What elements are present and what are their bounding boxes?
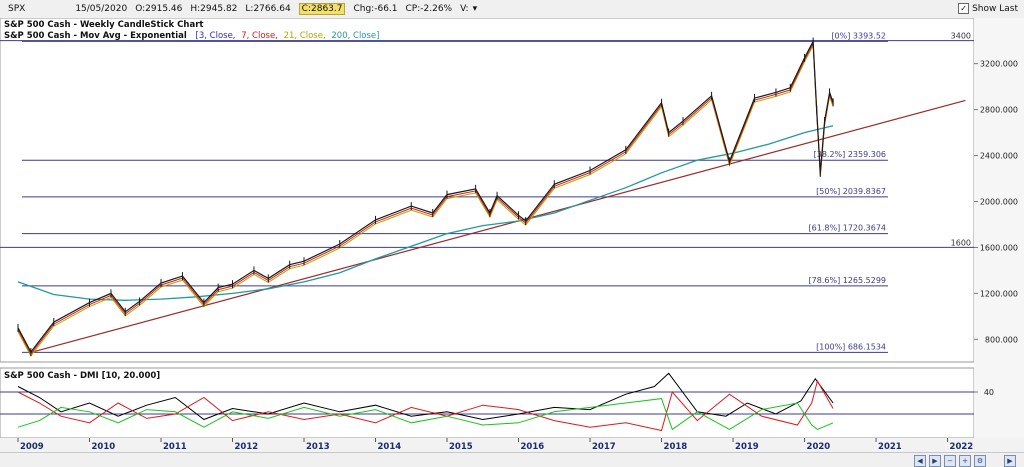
x-tick-label: 2012 xyxy=(235,442,259,452)
symbol-label: SPX xyxy=(8,4,26,14)
x-tick-label: 2020 xyxy=(807,442,831,452)
x-axis-area xyxy=(0,438,1024,452)
fib-label: [50%] 2039.8367 xyxy=(816,187,886,196)
fib-label: [78.6%] 1265.5299 xyxy=(809,276,886,285)
legend-title: S&P 500 Cash - Weekly CandleStick Chart xyxy=(4,20,203,30)
dmi-y-tick-label: 40 xyxy=(984,388,994,397)
x-tick-label: 2022 xyxy=(950,442,974,452)
y-tick-label: 800.000 xyxy=(985,335,1018,344)
x-tick-label: 2014 xyxy=(378,442,402,452)
fib-label: [100%] 686.1534 xyxy=(816,342,886,351)
low-value: L:2766.64 xyxy=(245,4,291,14)
series-ema21 xyxy=(17,43,834,357)
legend-ma7: 7, Close, xyxy=(241,31,278,41)
level-label: 1600 xyxy=(951,238,971,247)
scroll-end-icon[interactable]: ▶ xyxy=(1004,455,1016,467)
legend-ma200: 200, Close] xyxy=(331,31,379,41)
price-panel xyxy=(0,18,975,363)
y-tick-label: 2800.000 xyxy=(980,106,1018,115)
close-value: C:2863.7 xyxy=(298,3,346,15)
trendline xyxy=(30,99,966,353)
series-ema7 xyxy=(17,41,834,355)
open-value: O:2915.46 xyxy=(135,4,183,14)
y-tick-label: 2400.000 xyxy=(980,152,1018,161)
chart-canvas[interactable]: 3400 [0%] 3393.52 [38.2%] 2359.306 [50%] 20… xyxy=(0,18,1024,452)
legend-ma-prefix: S&P 500 Cash - Mov Avg - Exponential xyxy=(4,31,187,41)
change-pct-value: CP:-2.26% xyxy=(405,4,453,14)
fib-label: [38.2%] 2359.306 xyxy=(814,150,886,159)
series-price xyxy=(17,39,834,354)
zoom-in-icon[interactable]: + xyxy=(959,455,971,467)
chevron-down-icon[interactable]: ▾ xyxy=(472,4,478,14)
change-value: Chg:-66.1 xyxy=(353,4,398,14)
settings-icon[interactable]: ⚙ xyxy=(974,455,986,467)
zoom-out-icon[interactable]: − xyxy=(944,455,956,467)
date-label: 15/05/2020 xyxy=(75,4,128,14)
show-last-label: Show Last xyxy=(972,3,1018,14)
y-tick-label: 1600.000 xyxy=(980,243,1018,252)
legend-ma-line: S&P 500 Cash - Mov Avg - Exponential [3,… xyxy=(4,31,379,41)
x-tick-label: 2011 xyxy=(163,442,187,452)
x-tick-label: 2017 xyxy=(592,442,616,452)
x-tick-label: 2019 xyxy=(735,442,759,452)
legend-ma21: 21, Close, xyxy=(284,31,326,41)
quote-header: SPX 15/05/2020 O:2915.46 H:2945.82 L:276… xyxy=(0,0,1024,19)
x-tick-label: 2021 xyxy=(878,442,902,452)
navigation-bar: ◀ ▶ − + ⚙ ▶ xyxy=(0,452,1024,467)
y-tick-label: 3200.000 xyxy=(980,60,1018,69)
x-tick-label: 2018 xyxy=(664,442,688,452)
x-tick-label: 2009 xyxy=(20,442,44,452)
x-tick-label: 2015 xyxy=(449,442,473,452)
high-value: H:2945.82 xyxy=(190,4,238,14)
x-tick-label: 2013 xyxy=(306,442,330,452)
fib-label: [61.8%] 1720.3674 xyxy=(809,224,886,233)
level-label: 3400 xyxy=(951,32,971,41)
fib-label: [0%] 3393.52 xyxy=(831,31,886,40)
dmi-adx-line xyxy=(17,372,834,421)
y-tick-label: 2000.000 xyxy=(980,197,1018,206)
scroll-left-icon[interactable]: ◀ xyxy=(914,455,926,467)
volume-value: V: xyxy=(460,4,469,14)
scroll-right-icon[interactable]: ▶ xyxy=(929,455,941,467)
checkbox-icon[interactable]: ✓ xyxy=(958,3,970,14)
series-ema200 xyxy=(17,125,834,301)
dmi-title: S&P 500 Cash - DMI [10, 20.000] xyxy=(4,371,160,381)
show-last-toggle[interactable]: ✓ Show Last xyxy=(958,3,1018,14)
legend-ma3: [3, Close, xyxy=(196,31,236,41)
y-axis-area xyxy=(974,18,1024,438)
x-tick-label: 2010 xyxy=(92,442,116,452)
dmi-plus-line xyxy=(17,398,834,431)
x-tick-label: 2016 xyxy=(521,442,545,452)
y-tick-label: 1200.000 xyxy=(980,289,1018,298)
